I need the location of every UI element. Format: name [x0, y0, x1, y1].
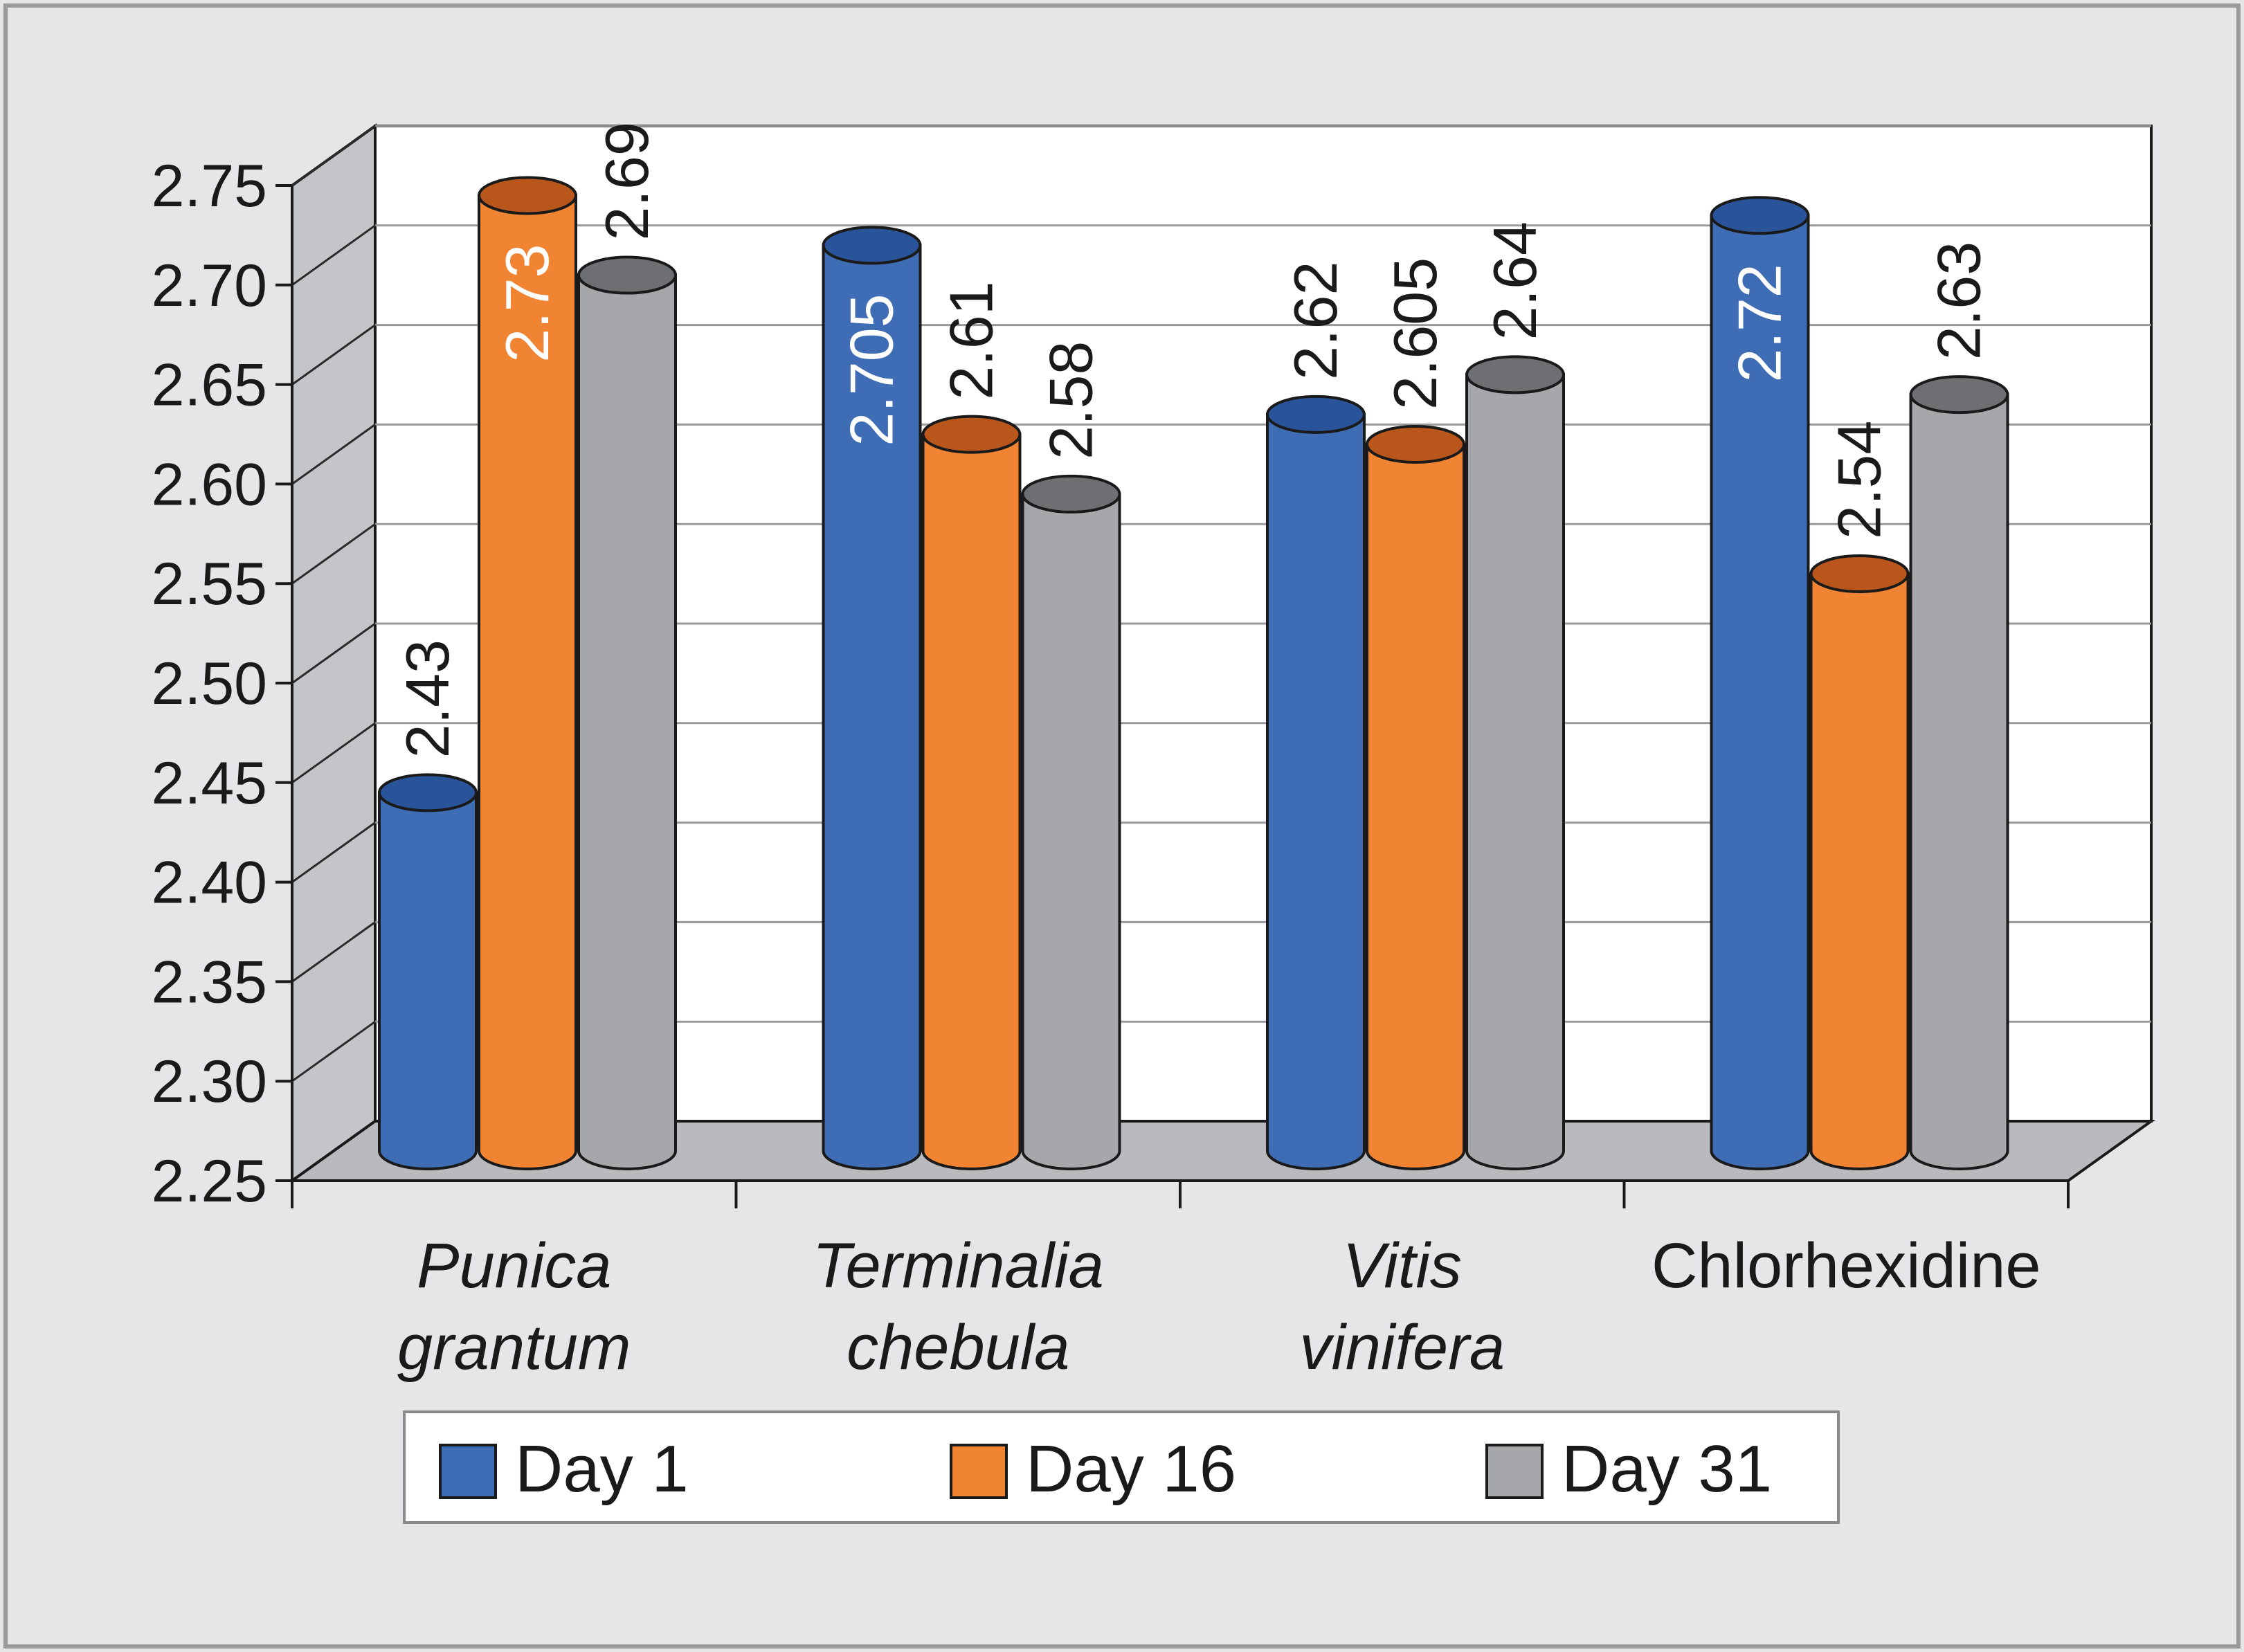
bar-top: [378, 773, 478, 813]
bar: [1465, 355, 1565, 1170]
bar-body: [1465, 373, 1565, 1170]
x-axis: Punica grantum Terminalia chebula Vitis vinif…: [291, 1179, 2070, 1383]
legend-swatch: [950, 1444, 1008, 1499]
y-tick-label: 2.70: [152, 253, 267, 319]
bar: [1710, 196, 1810, 1170]
value-label: 2.54: [1825, 421, 1894, 539]
bar-body: [822, 244, 922, 1170]
value-label: 2.43: [393, 639, 462, 758]
category-label: grantum: [397, 1312, 631, 1383]
legend-label: Day 31: [1562, 1432, 1772, 1506]
bar-body: [478, 194, 577, 1170]
bar-body: [1266, 412, 1366, 1170]
value-label: 2.62: [1281, 262, 1350, 380]
y-tick-label: 2.50: [152, 651, 267, 717]
bar-top: [1021, 474, 1121, 514]
legend-box: [403, 1410, 1840, 1524]
bar: [822, 226, 922, 1170]
bar-body: [577, 273, 677, 1170]
category-label: chebula: [847, 1312, 1069, 1383]
value-label: 2.64: [1481, 221, 1549, 340]
bar-body: [1809, 572, 1910, 1170]
y-tick-label: 2.45: [152, 750, 267, 817]
bar-body: [1710, 214, 1810, 1170]
side-gridline: [291, 622, 376, 684]
category-label: Punica: [417, 1231, 611, 1301]
category-label: vinifera: [1299, 1312, 1505, 1383]
y-tick-label: 2.55: [152, 551, 267, 617]
value-label: 2.605: [1381, 257, 1449, 410]
y-tick-label: 2.30: [152, 1049, 267, 1115]
bar: [378, 773, 478, 1170]
value-label: 2.63: [1925, 242, 1993, 360]
y-axis-ticks: 2.25 2.30 2.35 2.40 2.45 2.50 2.55 2.60 2.65 2.70…: [152, 153, 293, 1215]
side-gridline: [291, 1020, 376, 1082]
value-labels: 2.43 2.73 2.69 2.705 2.61 2.58 2.62 2.605 2.64 2.…: [393, 122, 1993, 758]
y-tick-label: 2.60: [152, 451, 267, 518]
bar-body: [1366, 443, 1465, 1170]
bar-body: [1909, 393, 2009, 1170]
bar: [577, 255, 677, 1170]
value-label: 2.73: [493, 244, 561, 363]
side-gridline: [291, 722, 376, 784]
value-label: 2.61: [937, 281, 1006, 399]
bar: [1366, 425, 1465, 1170]
legend-swatch: [1485, 1444, 1544, 1499]
y-tick-label: 2.75: [152, 153, 267, 219]
category-label: Terminalia: [813, 1231, 1104, 1301]
category-label: Vitis: [1343, 1231, 1462, 1301]
bar: [921, 415, 1022, 1170]
side-gridline: [291, 822, 376, 883]
value-label: 2.72: [1726, 264, 1794, 382]
y-tick-label: 2.65: [152, 352, 267, 419]
bar-top: [921, 415, 1022, 454]
bar-top: [1710, 196, 1810, 235]
bar-top: [478, 176, 577, 215]
bar-top: [1266, 394, 1366, 434]
legend: Day 1 Day 16 Day 31: [403, 1410, 1840, 1524]
bar: [478, 176, 577, 1170]
bar: [1021, 474, 1121, 1170]
side-gridline: [291, 424, 376, 485]
side-gridline: [291, 921, 376, 983]
bar-top: [577, 255, 677, 295]
bar-body: [921, 433, 1022, 1170]
side-gridline: [291, 324, 376, 385]
y-tick-label: 2.40: [152, 850, 267, 916]
bar-top: [1366, 425, 1465, 464]
bar-top: [822, 226, 922, 265]
bar: [1266, 394, 1366, 1170]
legend-label: Day 16: [1026, 1432, 1236, 1506]
side-gridline: [291, 224, 376, 287]
category-label: Chlorhexidine: [1652, 1231, 2041, 1301]
value-label: 2.705: [838, 293, 906, 446]
side-gridline: [291, 523, 376, 585]
y-tick-label: 2.25: [152, 1148, 267, 1215]
y-tick-label: 2.35: [152, 949, 267, 1015]
legend-swatch: [439, 1444, 497, 1499]
bar: [1809, 554, 1910, 1170]
bar: [1909, 375, 2009, 1170]
bar-top: [1909, 375, 2009, 415]
bar-body: [378, 791, 478, 1170]
value-label: 2.58: [1037, 341, 1105, 460]
bar-body: [1021, 492, 1121, 1170]
side-gridline: [291, 125, 376, 187]
bar-top: [1809, 554, 1910, 593]
value-label: 2.69: [592, 122, 661, 240]
bar-top: [1465, 355, 1565, 394]
legend-label: Day 1: [515, 1432, 689, 1506]
bars: [378, 176, 2009, 1170]
